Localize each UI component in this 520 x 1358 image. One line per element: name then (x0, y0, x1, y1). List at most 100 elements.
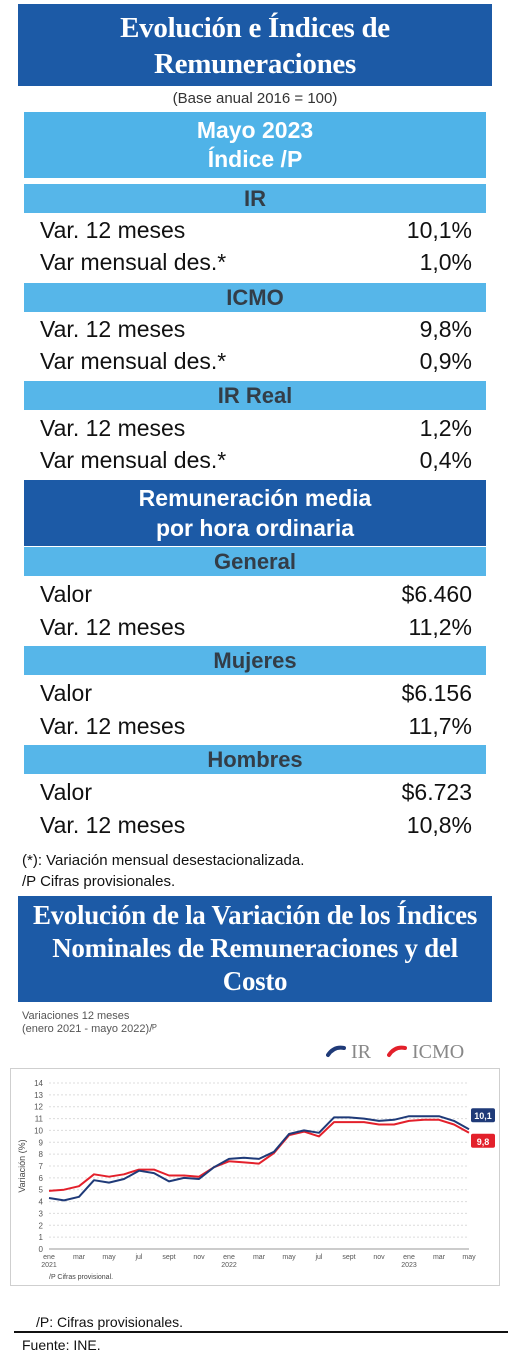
mujeres-row-valor: Valor $6.156 (40, 677, 472, 709)
hombres-row-var12: Var. 12 meses 10,8% (40, 809, 472, 841)
x-tick-label: may (102, 1254, 116, 1261)
x-tick-year-label: 2022 (221, 1262, 237, 1269)
section-heading-mujeres: Mujeres (24, 646, 486, 675)
row-label: Var. 12 meses (40, 812, 186, 838)
row-value: 11,2% (408, 614, 472, 640)
legend-icmo-label: ICMO (412, 1040, 465, 1063)
chart-subtitle-2: (enero 2021 - mayo 2022)/ᴾ (22, 1023, 157, 1035)
end-label-icmo: 9,8 (477, 1137, 490, 1147)
remuneracion-heading-line1: Remuneración media (138, 485, 372, 511)
series-line-ir (48, 1115, 470, 1202)
section-heading-ir-real: IR Real (24, 381, 486, 410)
period-box: Mayo 2023 Índice /P (24, 112, 486, 178)
row-label: Var mensual des.* (40, 249, 227, 275)
row-value: 1,2% (419, 415, 472, 441)
row-value: 10,8% (406, 812, 472, 838)
x-tick-label: mar (73, 1254, 86, 1261)
y-tick-label: 10 (34, 1126, 43, 1135)
row-value: 10,1% (406, 217, 472, 243)
series-line-icmo (48, 1118, 470, 1192)
y-tick-label: 13 (34, 1091, 43, 1100)
source-divider (14, 1331, 508, 1333)
main-title-line2: y Costo de la Mano de Obra (84, 84, 426, 116)
section-heading-hombres: Hombres (24, 745, 486, 774)
ir-real-row-var12: Var. 12 meses 1,2% (40, 412, 472, 444)
footnote-provisional: /P Cifras provisionales. (22, 873, 176, 890)
row-label: Var. 12 meses (40, 415, 186, 441)
row-label: Var mensual des.* (40, 348, 227, 374)
x-tick-label: sept (342, 1254, 355, 1261)
chart-title-box: Evolución de la Variación de los Índices… (18, 896, 492, 1029)
x-tick-label: nov (373, 1254, 385, 1261)
period-index-label: Índice /P (207, 146, 303, 172)
row-value: 0,9% (419, 348, 472, 374)
row-label: Valor (40, 581, 92, 607)
source-note: Fuente: INE. (22, 1337, 101, 1353)
x-tick-label: mar (433, 1254, 446, 1261)
x-tick-label: ene (223, 1254, 235, 1261)
hombres-row-valor: Valor $6.723 (40, 776, 472, 808)
general-row-var12: Var. 12 meses 11,2% (40, 611, 472, 643)
icmo-row-varmensual: Var mensual des.* 0,9% (40, 345, 472, 377)
chart-title-line1: Evolución de la Variación de los Índices (32, 900, 478, 930)
row-label: Var. 12 meses (40, 614, 186, 640)
x-tick-label: may (282, 1254, 296, 1261)
chart-frame: 0 1 2 3 4 5 6 7 8 9 10 11 12 13 14 Variación (%) ene 2021… (10, 1068, 500, 1286)
end-label-box-icmo (471, 1133, 495, 1148)
row-value: 1,0% (419, 249, 472, 275)
x-tick-year-label: 2021 (41, 1262, 57, 1269)
chart-subtitle-1: Variaciones 12 meses (22, 1010, 130, 1022)
mujeres-row-var12: Var. 12 meses 11,7% (40, 710, 472, 742)
x-tick-label: ene (43, 1254, 55, 1261)
row-label: Var. 12 meses (40, 316, 186, 342)
y-tick-label: 14 (34, 1079, 43, 1088)
chart-title-line2: Nominales de Remuneraciones y del Costo (52, 933, 458, 996)
chart-provisional-note: /P: Cifras provisionales. (36, 1314, 184, 1330)
row-label: Var mensual des.* (40, 447, 227, 473)
y-tick-label: 8 (39, 1150, 44, 1159)
y-tick-label: 0 (39, 1245, 44, 1254)
section-heading-ir: IR (24, 184, 486, 213)
row-value: $6.723 (401, 779, 472, 805)
y-tick-label: 7 (39, 1162, 44, 1171)
x-tick-label: sept (162, 1254, 175, 1261)
row-value: 0,4% (419, 447, 472, 473)
section-heading-icmo: ICMO (24, 283, 486, 312)
x-tick-label: jul (134, 1254, 142, 1261)
x-tick-label: ene (403, 1254, 415, 1261)
row-label: Var. 12 meses (40, 713, 186, 739)
y-tick-label: 4 (39, 1198, 44, 1207)
ir-row-varmensual: Var mensual des.* 1,0% (40, 246, 472, 278)
y-tick-label: 6 (39, 1174, 44, 1183)
row-value: $6.156 (401, 680, 472, 706)
chart-inner-provisional-note: /P Cifras provisional. (49, 1274, 113, 1281)
base-note: (Base anual 2016 = 100) (172, 90, 338, 107)
y-tick-label: 12 (34, 1103, 43, 1112)
x-tick-label: mar (253, 1254, 266, 1261)
remuneracion-heading-box: Remuneración media por hora ordinaria (24, 480, 486, 546)
row-label: Valor (40, 680, 92, 706)
icmo-row-var12: Var. 12 meses 9,8% (40, 313, 472, 345)
row-value: 11,7% (408, 713, 472, 739)
x-tick-year-label: 2023 (401, 1262, 417, 1269)
chart-legend: IR ICMO (326, 1040, 464, 1064)
y-tick-label: 11 (35, 1115, 44, 1124)
general-row-valor: Valor $6.460 (40, 578, 472, 610)
x-tick-label: nov (193, 1254, 205, 1261)
period-month: Mayo 2023 (196, 117, 314, 143)
legend-ir-label: IR (351, 1040, 371, 1063)
main-title-box: Evolución e Índices de Remuneraciones y … (18, 4, 492, 116)
end-label-box-ir (471, 1108, 495, 1123)
row-label: Var. 12 meses (40, 217, 186, 243)
footnote-desestacionalizada: (*): Variación mensual desestacionalizad… (22, 852, 305, 869)
ir-real-row-varmensual: Var mensual des.* 0,4% (40, 444, 472, 476)
y-axis-label: Variación (%) (17, 1139, 27, 1192)
y-tick-label: 2 (39, 1221, 44, 1230)
x-tick-label: may (462, 1254, 476, 1261)
x-tick-label: jul (314, 1254, 322, 1261)
ir-row-var12: Var. 12 meses 10,1% (40, 214, 472, 246)
chart-title-line3: de la Mano de obra (145, 999, 365, 1029)
y-tick-label: 3 (39, 1209, 44, 1218)
end-label-ir: 10,1 (474, 1111, 492, 1121)
